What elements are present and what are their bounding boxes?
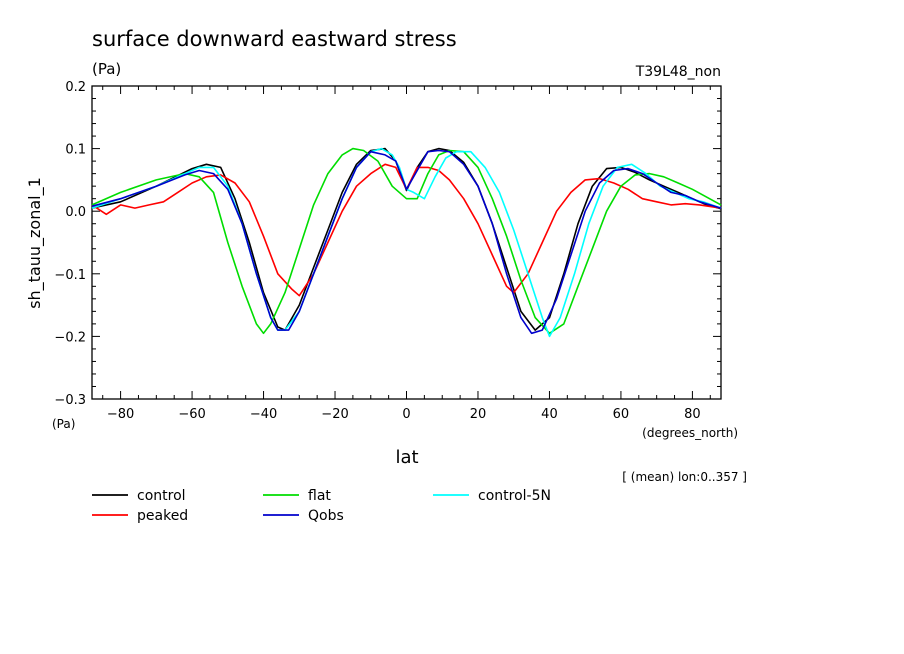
x-axis-label: lat: [395, 447, 418, 468]
x-axis-units: (degrees_north): [642, 426, 738, 440]
legend-item: flat: [263, 488, 331, 504]
x-tick-label: 40: [541, 407, 558, 422]
mean-note: [ (mean) lon:0..357 ]: [622, 470, 747, 484]
series-line-qobs: [91, 149, 722, 335]
legend: control peaked flat Qobs control-5N: [92, 488, 551, 524]
y-tick-label: −0.3: [54, 393, 86, 408]
y-axis-units: (Pa): [52, 417, 75, 431]
series-line-control: [91, 147, 722, 331]
y-tick-label: −0.1: [54, 268, 86, 283]
plot-frame: [91, 85, 722, 400]
plot-area: −80 −60 −40 −20 0 20 40 60 80 0.2 0.1 0.0 −0.1 −0.2 −0…: [54, 80, 722, 422]
x-tick-label: −80: [107, 407, 134, 422]
legend-label: flat: [308, 488, 331, 504]
run-label: T39L48_non: [635, 64, 721, 80]
x-tick-label: 20: [470, 407, 487, 422]
x-tick-label: −40: [250, 407, 277, 422]
x-tick-label: 0: [402, 407, 410, 422]
y-tick-label: 0.0: [65, 205, 86, 220]
legend-label: control: [137, 488, 186, 504]
x-tick-label: −20: [321, 407, 348, 422]
series-line-peaked: [91, 163, 722, 297]
legend-item: control-5N: [433, 488, 551, 504]
legend-item: Qobs: [263, 508, 344, 524]
legend-label: control-5N: [478, 488, 551, 504]
y-tick-label: 0.1: [65, 143, 86, 158]
series-line-flat: [91, 147, 722, 335]
legend-item: control: [92, 488, 186, 504]
series-line-control-5n: [91, 147, 722, 338]
x-tick-label: 60: [613, 407, 630, 422]
x-tick-label: −60: [178, 407, 205, 422]
y-tick-label: 0.2: [65, 80, 86, 95]
units-label: (Pa): [92, 60, 121, 78]
legend-item: peaked: [92, 508, 188, 524]
legend-label: peaked: [137, 508, 188, 524]
chart-title: surface downward eastward stress: [92, 27, 457, 51]
legend-label: Qobs: [308, 508, 344, 524]
y-tick-label: −0.2: [54, 330, 86, 345]
x-tick-label: 80: [684, 407, 701, 422]
y-axis-label: sh_tauu_zonal_1: [25, 177, 45, 309]
